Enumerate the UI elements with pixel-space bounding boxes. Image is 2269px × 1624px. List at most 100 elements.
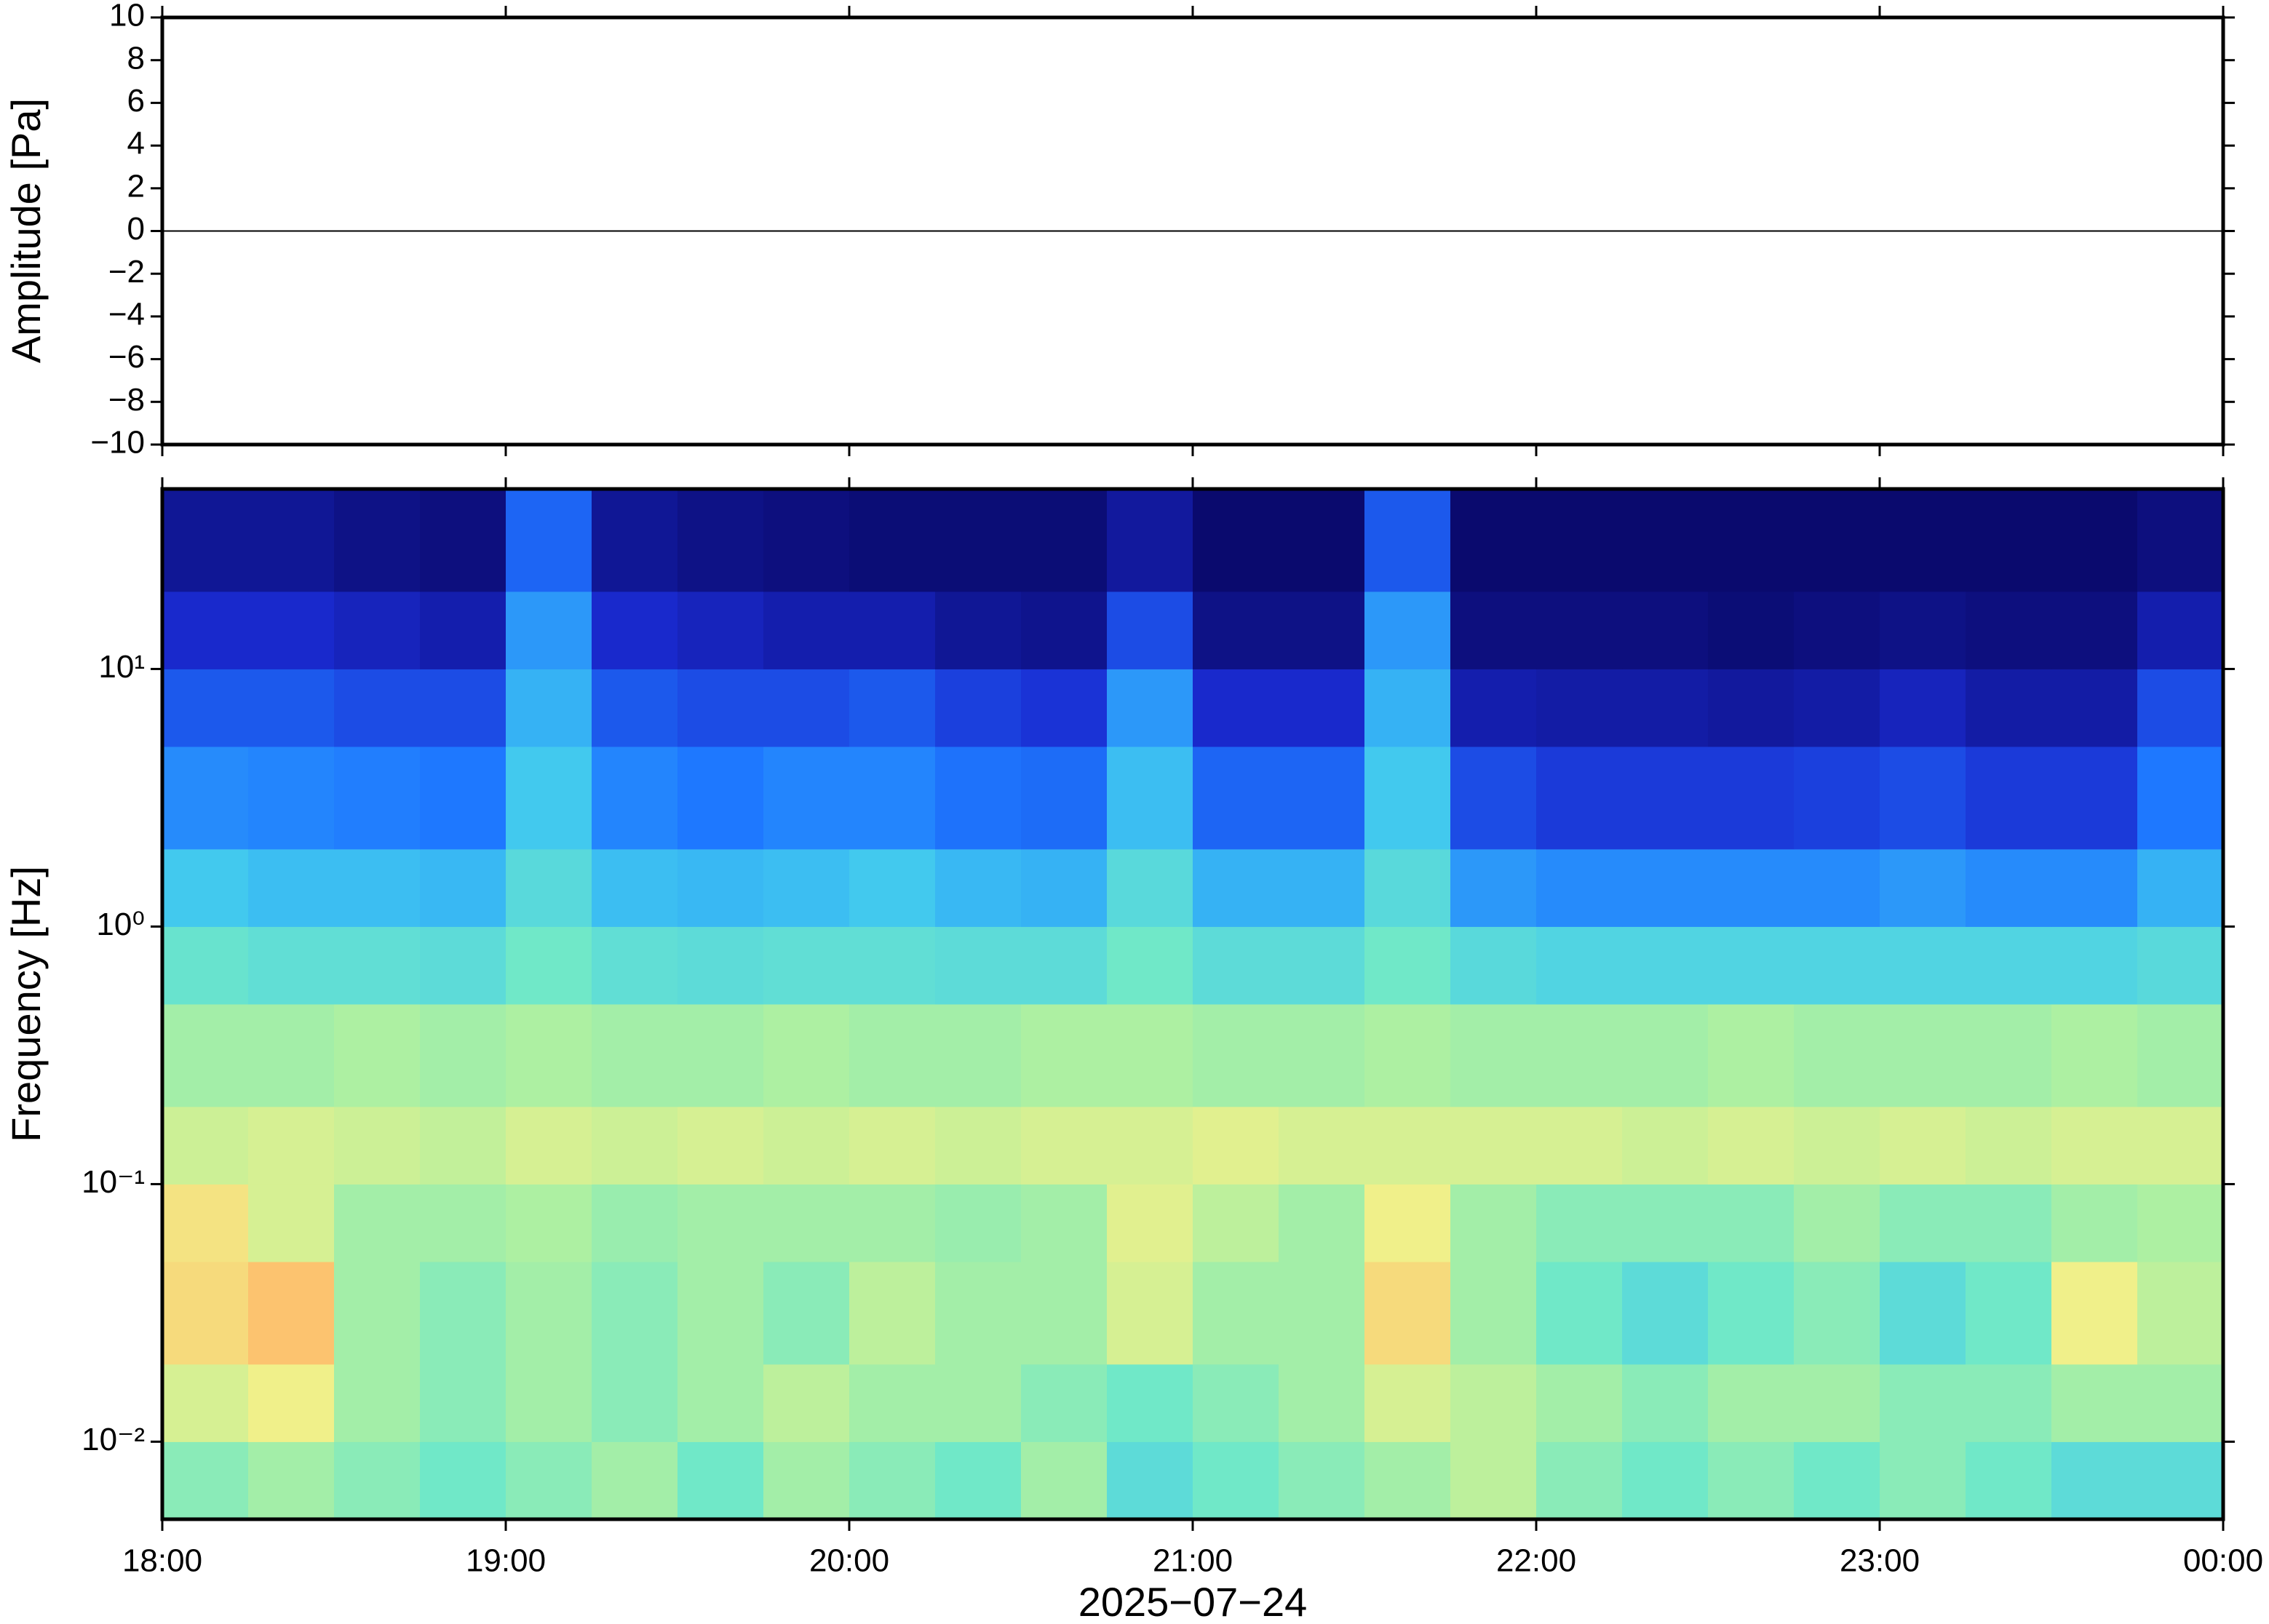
- spectrogram-cell: [1536, 1004, 1623, 1107]
- spectrogram-cell: [2137, 1004, 2224, 1107]
- spectrogram-cell: [2051, 1106, 2138, 1185]
- spectrogram-cell: [1794, 669, 1880, 747]
- spectrogram-cell: [592, 747, 678, 850]
- spectrogram-cell: [334, 747, 421, 850]
- spectrogram-cell: [334, 1441, 421, 1520]
- spectrogram-cell: [1966, 489, 2052, 592]
- spectrogram-cell: [334, 926, 421, 1005]
- x-tick-label: 20:00: [809, 1543, 889, 1579]
- spectrogram-cell: [1708, 1106, 1795, 1185]
- spectrogram-cell: [506, 848, 592, 927]
- spectrogram-cell: [1450, 1004, 1537, 1107]
- spectrogram-cell: [1193, 848, 1279, 927]
- spectrogram-cell: [2137, 1364, 2224, 1442]
- spectrogram-cell: [1107, 489, 1193, 592]
- spectrogram-cell: [677, 591, 764, 669]
- spectrogram-cell: [420, 747, 506, 850]
- spectrogram-cell: [420, 1441, 506, 1520]
- spectrogram-cell: [592, 669, 678, 747]
- spectrogram-cell: [677, 848, 764, 927]
- spectrogram-cell: [248, 591, 335, 669]
- spectrogram-cell: [1450, 591, 1537, 669]
- spectrogram-cell: [1107, 669, 1193, 747]
- spectrogram-cell: [677, 747, 764, 850]
- spectrogram-cell: [2051, 1262, 2138, 1365]
- spectrogram-cell: [763, 1364, 850, 1442]
- spectrogram-cell: [1193, 591, 1279, 669]
- spectrogram-cell: [162, 1004, 249, 1107]
- spectrogram-cell: [1450, 1184, 1537, 1262]
- spectrogram-cell: [849, 1184, 936, 1262]
- spectrogram-cell: [1794, 1262, 1880, 1365]
- spectrogram-cell: [1966, 848, 2052, 927]
- spectrogram-cell: [2137, 1262, 2224, 1365]
- spectrogram-cell: [1279, 1004, 1365, 1107]
- spectrogram-cell: [763, 1106, 850, 1185]
- spectrogram-cell: [162, 669, 249, 747]
- spectrogram-cell: [2137, 747, 2224, 850]
- spectrogram-cell: [1536, 848, 1623, 927]
- spectrogram-cell: [763, 489, 850, 592]
- spectrogram-cell: [162, 1364, 249, 1442]
- y-tick-label: 10: [109, 0, 145, 33]
- spectrogram-cell: [1450, 489, 1537, 592]
- spectrogram-cell: [1107, 1106, 1193, 1185]
- spectrogram-cell: [1107, 1262, 1193, 1365]
- spectrogram-cell: [1880, 1184, 1966, 1262]
- spectrogram-cell: [763, 926, 850, 1005]
- spectrogram-cell: [1021, 1184, 1108, 1262]
- spectrogram-cell: [1193, 926, 1279, 1005]
- spectrogram-cell: [935, 669, 1022, 747]
- spectrogram-cell: [1622, 489, 1709, 592]
- spectrogram-cell: [162, 848, 249, 927]
- spectrogram-cell: [1107, 1004, 1193, 1107]
- spectrogram-cell: [1107, 848, 1193, 927]
- spectrogram-cell: [1536, 1106, 1623, 1185]
- spectrogram-cell: [935, 1106, 1022, 1185]
- spectrogram-cell: [334, 1364, 421, 1442]
- spectrogram-cell: [1880, 747, 1966, 850]
- spectrogram-cell: [677, 1004, 764, 1107]
- spectrogram-cell: [1794, 926, 1880, 1005]
- spectrogram-cell: [1364, 848, 1451, 927]
- spectrogram-cell: [1794, 1364, 1880, 1442]
- spectrogram-cell: [1880, 669, 1966, 747]
- x-tick-label: 19:00: [466, 1543, 546, 1579]
- spectrogram-cell: [1794, 1004, 1880, 1107]
- spectrogram-cell: [1364, 1262, 1451, 1365]
- spectrogram-cell: [849, 747, 936, 850]
- spectrogram-cell: [1279, 926, 1365, 1005]
- spectrogram-cell: [763, 1262, 850, 1365]
- spectrogram-cell: [1708, 1364, 1795, 1442]
- y-tick-label: 10⁻¹: [82, 1164, 145, 1200]
- spectrogram-cell: [1966, 669, 2052, 747]
- spectrogram-cell: [1193, 1262, 1279, 1365]
- spectrogram-cell: [162, 1184, 249, 1262]
- y-tick-label: −4: [108, 297, 145, 333]
- spectrogram-cell: [1622, 1262, 1709, 1365]
- spectrogram-cell: [162, 1441, 249, 1520]
- spectrogram-cell: [849, 669, 936, 747]
- spectrogram-cell: [1794, 1184, 1880, 1262]
- spectrogram-cell: [1279, 747, 1365, 850]
- spectrogram-cell: [592, 591, 678, 669]
- spectrogram-cell: [849, 926, 936, 1005]
- spectrogram-cell: [334, 1106, 421, 1185]
- spectrogram-cell: [506, 1262, 592, 1365]
- spectrogram-cell: [935, 1441, 1022, 1520]
- x-tick-label: 21:00: [1153, 1543, 1233, 1579]
- spectrogram-cell: [1107, 1184, 1193, 1262]
- spectrogram-cell: [1193, 669, 1279, 747]
- spectrogram-cell: [248, 848, 335, 927]
- spectrogram-cell: [420, 1004, 506, 1107]
- spectrogram-cell: [420, 489, 506, 592]
- spectrogram-cell: [420, 926, 506, 1005]
- spectrogram-cell: [2137, 1106, 2224, 1185]
- spectrogram-cell: [1021, 926, 1108, 1005]
- spectrogram-cell: [1622, 848, 1709, 927]
- spectrogram-cell: [420, 1106, 506, 1185]
- spectrogram-cell: [763, 1004, 850, 1107]
- spectrogram-cell: [162, 489, 249, 592]
- spectrogram-cell: [248, 1106, 335, 1185]
